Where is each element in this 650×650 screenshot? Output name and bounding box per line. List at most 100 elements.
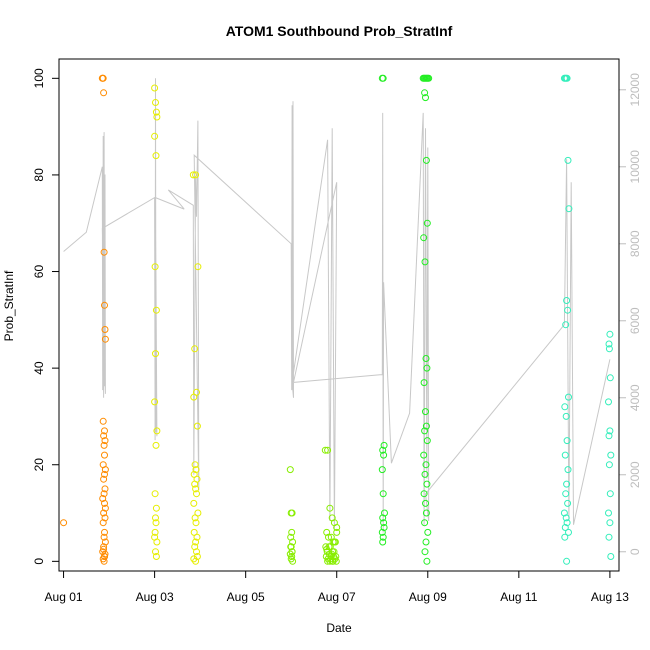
data-point [101, 335, 109, 343]
data-point [153, 113, 161, 121]
data-point [422, 538, 430, 546]
data-point [100, 475, 108, 483]
data-point [289, 538, 297, 546]
data-point [326, 557, 334, 565]
data-point [380, 524, 388, 531]
data-point [99, 495, 107, 502]
data-point [422, 408, 429, 416]
data-point [329, 557, 337, 565]
data-point [562, 490, 570, 498]
data-point [101, 427, 108, 435]
data-point [192, 171, 200, 179]
data-point [564, 466, 572, 474]
data-point [100, 490, 108, 498]
data-point [563, 437, 571, 445]
data-point [421, 519, 429, 527]
data-point [380, 441, 388, 449]
data-point [101, 528, 108, 536]
data-point [421, 89, 429, 97]
altitude-line-layer [63, 78, 611, 533]
data-point [420, 490, 428, 498]
y2-tick-label: 12000 [628, 73, 642, 107]
data-point [607, 451, 615, 459]
data-point [288, 548, 296, 556]
data-point [565, 528, 572, 536]
data-point [560, 509, 568, 517]
data-point [563, 557, 571, 565]
y-tick-label: 100 [32, 68, 46, 88]
data-point [327, 533, 335, 541]
y-axis-label: Prob_StratInf [2, 270, 16, 341]
y-tick-label: 60 [32, 265, 46, 279]
data-point [151, 263, 159, 271]
altitude-line [63, 78, 611, 533]
data-point [606, 330, 614, 338]
data-point [101, 538, 109, 546]
data-point [193, 553, 201, 560]
data-point [151, 528, 159, 536]
secondary-axis-layer: 0 2000 4000 6000 8000 10000 12000 [618, 73, 642, 555]
data-point [422, 94, 429, 102]
data-point [193, 422, 201, 430]
data-point [152, 350, 159, 358]
data-point [563, 297, 571, 304]
y-tick-label: 0 [32, 558, 46, 565]
data-point [605, 398, 612, 406]
data-point [605, 345, 613, 353]
data-point [99, 417, 107, 425]
data-point [325, 533, 332, 541]
chart-title: ATOM1 Southbound Prob_StratInf [226, 23, 453, 39]
data-point [605, 509, 612, 517]
y2-tick-label: 4000 [628, 384, 642, 411]
data-point [422, 461, 430, 469]
data-point [421, 258, 429, 266]
data-point [101, 451, 108, 459]
data-point [379, 446, 387, 454]
data-point [379, 514, 387, 522]
data-point [562, 321, 570, 329]
y-tick-label: 40 [32, 361, 46, 375]
data-point [101, 466, 109, 474]
x-axis-label: Date [326, 621, 352, 635]
data-point [193, 548, 200, 556]
data-point [101, 470, 108, 478]
y2-tick-label: 10000 [628, 150, 642, 184]
data-point [324, 446, 332, 454]
data-point [193, 490, 200, 498]
data-point [564, 306, 572, 314]
data-point [565, 205, 573, 213]
data-point [192, 538, 200, 546]
data-point [101, 504, 109, 512]
data-point [563, 480, 571, 488]
data-point [191, 543, 199, 551]
data-point [100, 248, 108, 256]
data-point [192, 557, 200, 565]
data-point [101, 301, 108, 309]
data-point [378, 528, 386, 536]
data-point [100, 432, 108, 440]
data-point [287, 533, 295, 541]
data-point [194, 263, 202, 271]
data-point [152, 504, 160, 512]
data-point [286, 466, 294, 474]
data-point [100, 543, 108, 551]
data-point [151, 84, 159, 92]
data-point [321, 446, 329, 454]
data-point [289, 557, 297, 565]
data-point [101, 437, 109, 445]
data-point [422, 422, 430, 430]
data-point [379, 538, 387, 546]
data-point [60, 519, 68, 527]
data-point [380, 451, 388, 459]
data-point [152, 306, 160, 314]
data-point [100, 89, 108, 97]
y2-tick-label: 6000 [628, 307, 642, 334]
data-point [100, 509, 108, 517]
data-point [152, 441, 160, 449]
x-tick-label: Aug 07 [318, 590, 356, 604]
data-point [606, 519, 614, 527]
data-point [380, 519, 388, 527]
data-point [381, 509, 388, 517]
y2-tick-label: 2000 [628, 461, 642, 488]
y2-tick-label: 8000 [628, 230, 642, 257]
